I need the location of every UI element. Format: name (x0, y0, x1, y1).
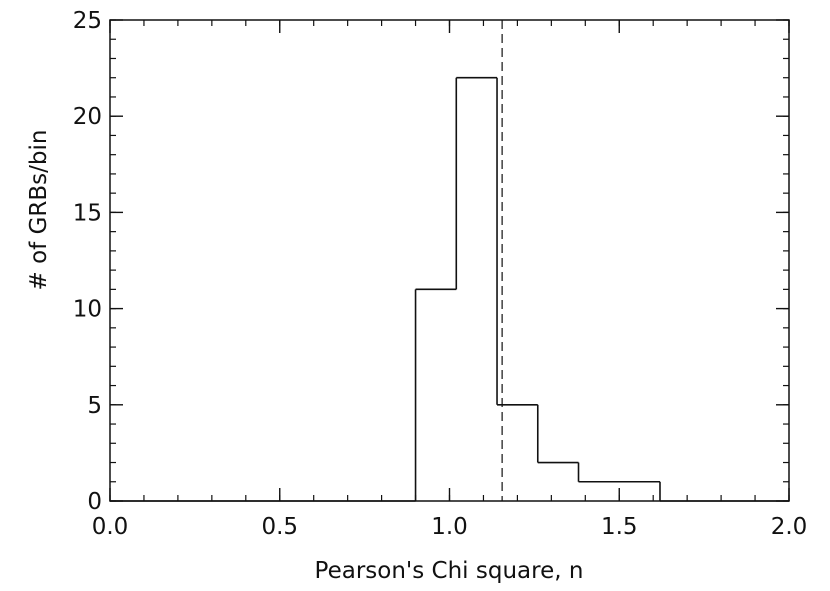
y-tick-labels: 0 5 10 15 20 25 (73, 8, 102, 515)
x-tick-label: 1.0 (431, 514, 468, 540)
y-tick-label: 25 (73, 8, 102, 34)
y-tick-label: 20 (73, 104, 102, 130)
x-axis-label: Pearson's Chi square, n (315, 558, 584, 584)
y-tick-label: 15 (73, 200, 102, 226)
y-axis-label: # of GRBs/bin (26, 130, 52, 291)
major-ticks (109, 19, 790, 502)
plot-frame (109, 19, 790, 502)
x-tick-label: 2.0 (771, 514, 808, 540)
x-tick-labels: 0.0 0.5 1.0 1.5 2.0 (92, 514, 808, 540)
x-tick-label: 0.0 (92, 514, 129, 540)
x-tick-label: 0.5 (261, 514, 298, 540)
plot-area (109, 19, 790, 502)
histogram-steps (110, 76, 789, 502)
y-tick-label: 10 (73, 297, 102, 323)
x-tick-label: 1.5 (601, 514, 638, 540)
y-tick-label: 0 (87, 489, 102, 515)
minor-ticks (109, 19, 790, 502)
y-tick-label: 5 (87, 393, 102, 419)
